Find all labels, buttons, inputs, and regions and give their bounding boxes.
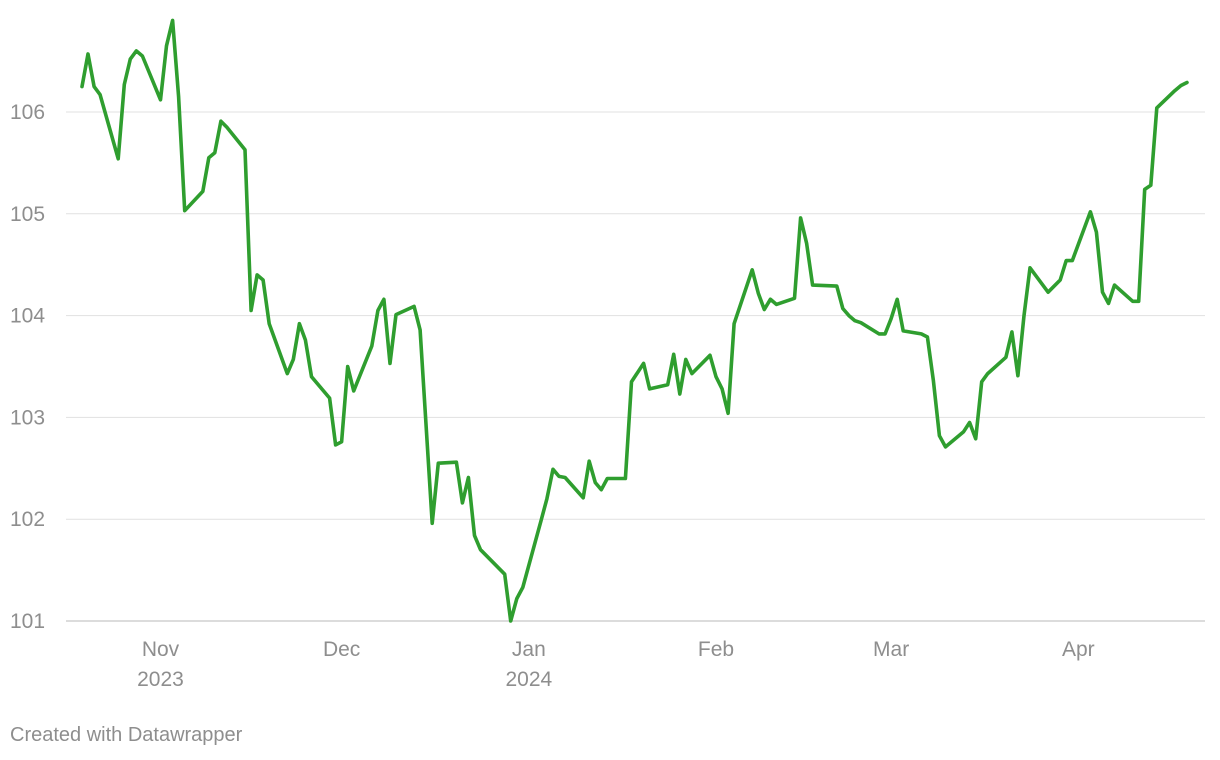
datawrapper-credit: Created with Datawrapper bbox=[10, 724, 243, 746]
x-axis-tick-labels: Nov 2023 Dec Jan 2024 Feb Mar Apr bbox=[137, 638, 1095, 691]
y-tick-label: 103 bbox=[10, 406, 45, 429]
x-tick-label: Apr bbox=[1062, 638, 1095, 661]
y-tick-label: 106 bbox=[10, 101, 45, 124]
x-tick-year-label: 2023 bbox=[137, 668, 184, 691]
x-tick-label: Feb bbox=[698, 638, 734, 661]
series-layer bbox=[80, 18, 1189, 623]
y-tick-label: 102 bbox=[10, 508, 45, 531]
y-tick-label: 101 bbox=[10, 610, 45, 633]
x-tick-label: Mar bbox=[873, 638, 909, 661]
y-axis-tick-labels: 101 102 103 104 105 106 bbox=[10, 101, 45, 633]
x-tick-label: Nov bbox=[142, 638, 180, 661]
x-tick-label: Dec bbox=[323, 638, 360, 661]
gridlines bbox=[66, 111, 1205, 622]
y-tick-label: 105 bbox=[10, 203, 45, 226]
x-tick-year-label: 2024 bbox=[505, 668, 552, 691]
x-tick-label: Jan bbox=[512, 638, 546, 661]
y-tick-label: 104 bbox=[10, 305, 45, 328]
series-line-0 bbox=[80, 18, 1189, 623]
